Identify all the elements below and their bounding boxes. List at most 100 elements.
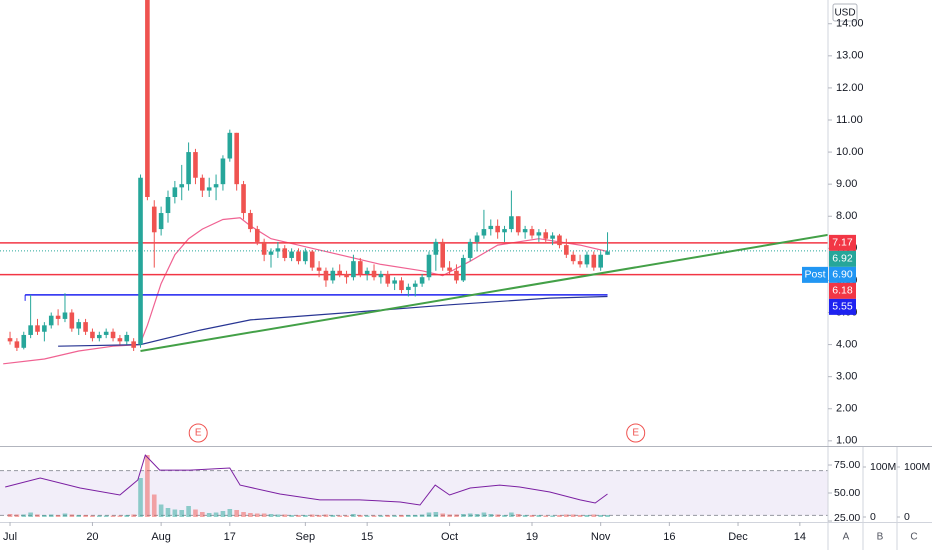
candle-body — [7, 338, 13, 342]
volume-bar — [433, 512, 439, 517]
price-label-box — [829, 282, 856, 299]
volume-bar — [282, 514, 288, 517]
y-tick-label: 9.00 — [836, 178, 857, 190]
candle-body — [124, 334, 130, 342]
volume-bar — [241, 512, 246, 517]
volume-bar — [591, 514, 597, 517]
y-tick-label: 25.00 — [834, 512, 860, 524]
currency[interactable]: USD — [834, 8, 855, 19]
volume-bar — [570, 514, 576, 517]
volume-bar — [206, 513, 212, 517]
trend-line — [140, 233, 828, 352]
volume-bar — [55, 515, 61, 517]
candle-body — [591, 254, 597, 268]
scale-button[interactable]: A — [843, 532, 850, 543]
volume-bar — [172, 509, 178, 517]
volume-bar — [426, 512, 432, 517]
y-tick-label: 10.00 — [836, 146, 864, 158]
candle-body — [399, 280, 404, 291]
candle-body — [103, 331, 109, 335]
candle-body — [55, 315, 61, 319]
candle-body — [529, 229, 535, 236]
candle-body — [406, 286, 411, 291]
candle-body — [392, 280, 397, 284]
currency-box[interactable] — [832, 3, 858, 22]
earnings-marker[interactable] — [626, 423, 646, 443]
candle-body — [14, 341, 20, 348]
volume-bar — [515, 514, 521, 517]
candle-body — [357, 261, 363, 274]
x-tick-label: 17 — [224, 531, 236, 543]
x-tick-label: Jul — [3, 531, 17, 543]
volume-bar — [83, 515, 88, 517]
volume-bar — [529, 515, 535, 517]
volume-bar — [577, 515, 583, 517]
earnings-marker[interactable] — [188, 423, 208, 443]
volume-bar — [35, 514, 40, 517]
scale-button[interactable]: B — [877, 532, 884, 543]
candle-body — [502, 229, 507, 233]
candle-body — [193, 152, 198, 178]
volume-bar — [131, 514, 136, 517]
volume-bar — [337, 515, 342, 517]
x-tick-label: Dec — [728, 531, 748, 543]
volume-bar — [467, 513, 473, 517]
x-tick-label: 14 — [794, 531, 806, 543]
candle-body — [570, 254, 576, 262]
volume-bar — [598, 515, 603, 517]
candle-body — [364, 270, 370, 274]
candle-body — [62, 312, 68, 319]
candle-body — [35, 325, 40, 332]
candle-body — [515, 216, 521, 233]
price-label: 5.55 — [832, 301, 853, 313]
x-tick-label: 16 — [663, 531, 675, 543]
candle-body — [172, 187, 178, 197]
candle-body — [83, 322, 88, 332]
session-label-box — [802, 266, 828, 283]
x-tick-label: 15 — [361, 531, 373, 543]
volume-bar — [351, 514, 356, 517]
candle-body — [296, 251, 301, 262]
y-tick-label: 8.00 — [836, 210, 857, 222]
volume-bar — [42, 515, 47, 517]
candle-body — [213, 184, 219, 188]
candle-body — [117, 338, 123, 342]
volume-bar — [193, 509, 198, 517]
candle-body — [220, 158, 226, 185]
volume-bar — [48, 514, 54, 517]
y-tick-label: 4.00 — [836, 338, 857, 350]
scale-button[interactable]: C — [910, 532, 917, 543]
volume-bar — [357, 515, 363, 517]
volume-bar — [268, 514, 274, 517]
price-label-box — [829, 298, 856, 315]
candle-body — [412, 283, 418, 287]
volume-tick-label: 100M — [870, 461, 896, 473]
volume-bar — [275, 514, 281, 517]
y-tick-label: 11.00 — [836, 114, 863, 126]
volume-bar — [227, 509, 233, 517]
candle-body — [454, 270, 459, 281]
volume-bar — [261, 513, 267, 517]
candle-body — [440, 241, 446, 268]
candle-body — [69, 312, 75, 329]
volume-tick-label: 0 — [870, 511, 876, 523]
volume-bar — [151, 494, 157, 517]
price-label: 6.90 — [832, 269, 853, 281]
volume-bar — [412, 515, 418, 517]
y-tick-label: 12.00 — [836, 82, 864, 94]
volume-bar — [344, 515, 349, 517]
candle-body — [598, 254, 603, 268]
volume-bar — [557, 515, 562, 517]
y-tick-label: 50.00 — [834, 487, 860, 499]
volume-bar — [103, 515, 109, 517]
volume-tick-label: 0 — [904, 511, 910, 523]
volume-bar — [495, 514, 500, 517]
candle-body — [584, 254, 590, 265]
candle-body — [131, 341, 136, 348]
volume-bar — [316, 515, 322, 517]
price-label: 6.18 — [832, 285, 853, 297]
candle-body — [309, 251, 315, 268]
candle-body — [419, 277, 425, 284]
candle-body — [151, 206, 157, 233]
volume-bar — [138, 478, 143, 517]
